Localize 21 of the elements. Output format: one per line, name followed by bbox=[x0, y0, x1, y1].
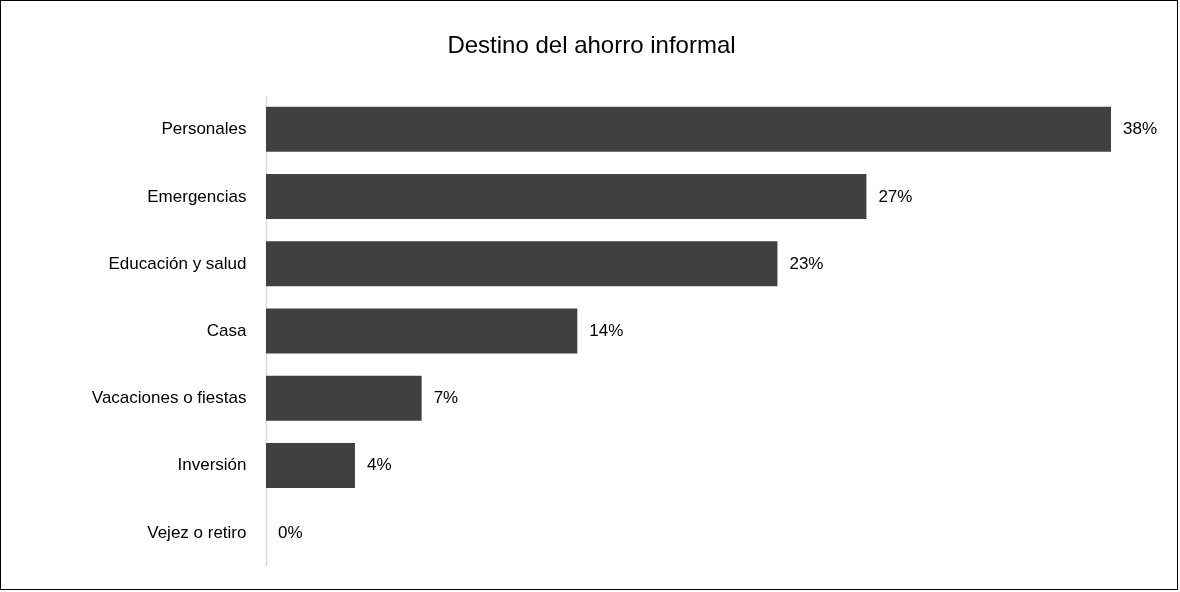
y-tick-label: Vejez o retiro bbox=[147, 522, 247, 542]
data-label: 27% bbox=[878, 186, 913, 206]
y-tick-label: Casa bbox=[206, 321, 248, 340]
chart-title: Destino del ahorro informal bbox=[447, 31, 736, 58]
data-label: 23% bbox=[789, 253, 824, 273]
bar bbox=[266, 308, 578, 354]
y-tick-label: Personales bbox=[161, 119, 247, 139]
y-tick-label: Inversión bbox=[177, 455, 247, 475]
data-label: 14% bbox=[589, 321, 624, 340]
data-label: 7% bbox=[433, 388, 459, 408]
y-tick-label: Emergencias bbox=[147, 186, 247, 206]
y-tick-label: Vacaciones o fiestas bbox=[91, 388, 247, 408]
data-label: 0% bbox=[278, 522, 303, 542]
bar bbox=[266, 174, 867, 220]
data-label: 38% bbox=[1123, 119, 1158, 139]
data-label: 4% bbox=[366, 455, 392, 475]
bar bbox=[266, 106, 1111, 152]
y-tick-label: Educación y salud bbox=[108, 253, 247, 273]
bar bbox=[266, 241, 778, 287]
bar bbox=[266, 375, 422, 421]
bar bbox=[266, 442, 355, 488]
